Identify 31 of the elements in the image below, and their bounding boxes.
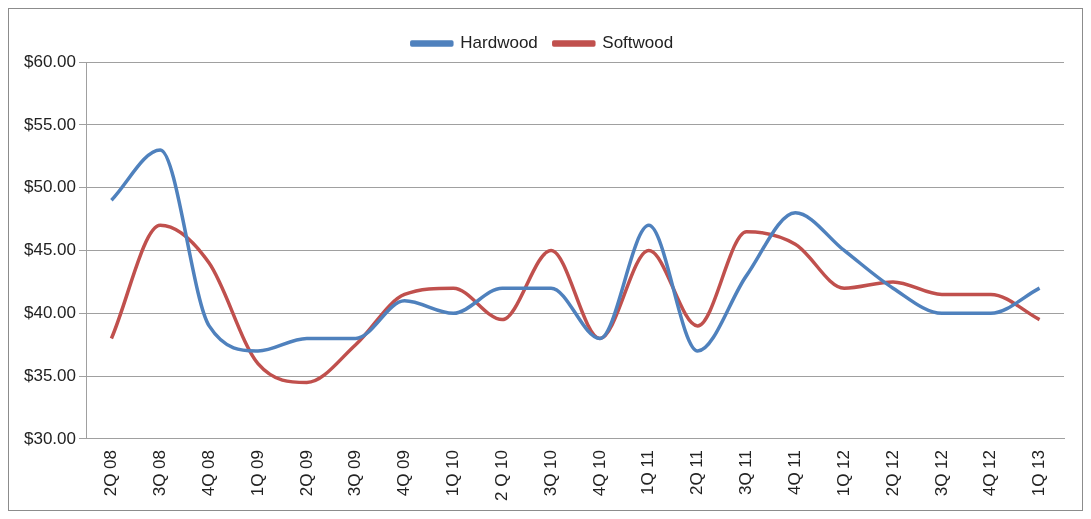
y-tick-label: $55.00	[24, 114, 76, 134]
legend-label: Hardwood	[460, 33, 538, 53]
x-tick-label: 1Q 13	[1029, 449, 1049, 497]
y-tick-label: $40.00	[24, 303, 76, 322]
x-tick-label: 4Q 11	[785, 449, 805, 496]
y-tick-label: $45.00	[24, 240, 76, 260]
x-tick-label: 1Q 11	[638, 449, 658, 496]
x-tick-label: 4Q 09	[394, 449, 414, 497]
y-tick-label: $35.00	[24, 365, 76, 385]
x-tick-label: 3Q 08	[149, 449, 169, 497]
x-tick-label: 4Q 12	[980, 449, 1000, 497]
x-tick-label: 4Q 10	[589, 449, 609, 497]
x-tick-label: 2Q 11	[687, 449, 707, 496]
y-tick-label: $50.00	[24, 177, 76, 197]
y-tick-label: $60.00	[24, 51, 76, 71]
x-tick-label: 1Q 10	[443, 449, 463, 497]
x-tick-label: 3Q 11	[736, 449, 756, 496]
x-tick-label: 3Q 10	[540, 449, 560, 497]
x-tick-label: 3Q 09	[345, 449, 365, 497]
x-tick-label: 1Q 12	[833, 449, 853, 497]
x-tick-label: 2Q 09	[296, 449, 316, 497]
x-tick-label: 2Q 12	[882, 449, 902, 497]
x-tick-label: 3Q 12	[931, 449, 951, 497]
y-tick-label: $30.00	[24, 428, 76, 448]
x-tick-label: 1Q 09	[247, 449, 267, 497]
legend-label: Softwood	[602, 33, 674, 53]
line-series	[109, 148, 1042, 353]
x-tick-label: 2 Q 10	[491, 449, 511, 502]
x-tick-label: 2Q 08	[101, 449, 121, 497]
line-series	[109, 223, 1042, 385]
x-tick-label: 4Q 08	[198, 449, 218, 497]
